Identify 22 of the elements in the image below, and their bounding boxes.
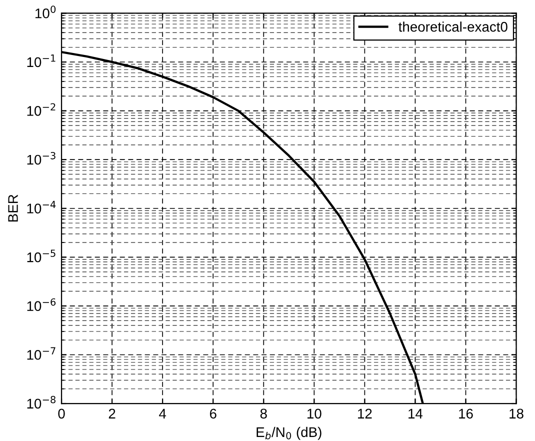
y-tick-label: 10$^{−3}$ xyxy=(27,152,56,165)
x-tick-label: 0 xyxy=(58,408,65,419)
y-tick-label: 10$^{0}$ xyxy=(36,6,56,18)
x-tick-label: 14 xyxy=(408,408,423,418)
y-tick-label: 10$^{−6}$ xyxy=(27,298,56,312)
y-tick-label: 10$^{−5}$ xyxy=(27,250,56,262)
x-tick-label: 12 xyxy=(358,408,372,418)
y-tick-label: 10$^{−8}$ xyxy=(27,396,56,409)
x-tick-label: 18 xyxy=(510,408,524,419)
y-axis-title: BER xyxy=(8,194,18,222)
legend-label: theoretical-exact0 xyxy=(398,22,508,32)
y-tick-label: 10$^{−2}$ xyxy=(27,103,56,116)
x-tick-label: 8 xyxy=(260,408,267,419)
y-tick-label: 10$^{−7}$ xyxy=(27,347,56,360)
x-axis-title: E$_{b}$/N$_{0}$ (dB) xyxy=(256,426,322,440)
y-tick-label: 10$^{−1}$ xyxy=(27,54,56,68)
x-tick-label: 16 xyxy=(459,408,473,419)
x-tick-label: 6 xyxy=(210,408,216,419)
y-tick-label: 10$^{−4}$ xyxy=(27,200,56,214)
x-tick-label: 2 xyxy=(108,408,116,418)
x-tick-label: 10 xyxy=(308,408,322,419)
x-tick-label: 4 xyxy=(159,408,166,418)
